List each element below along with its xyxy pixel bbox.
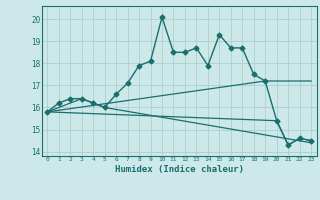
- X-axis label: Humidex (Indice chaleur): Humidex (Indice chaleur): [115, 165, 244, 174]
